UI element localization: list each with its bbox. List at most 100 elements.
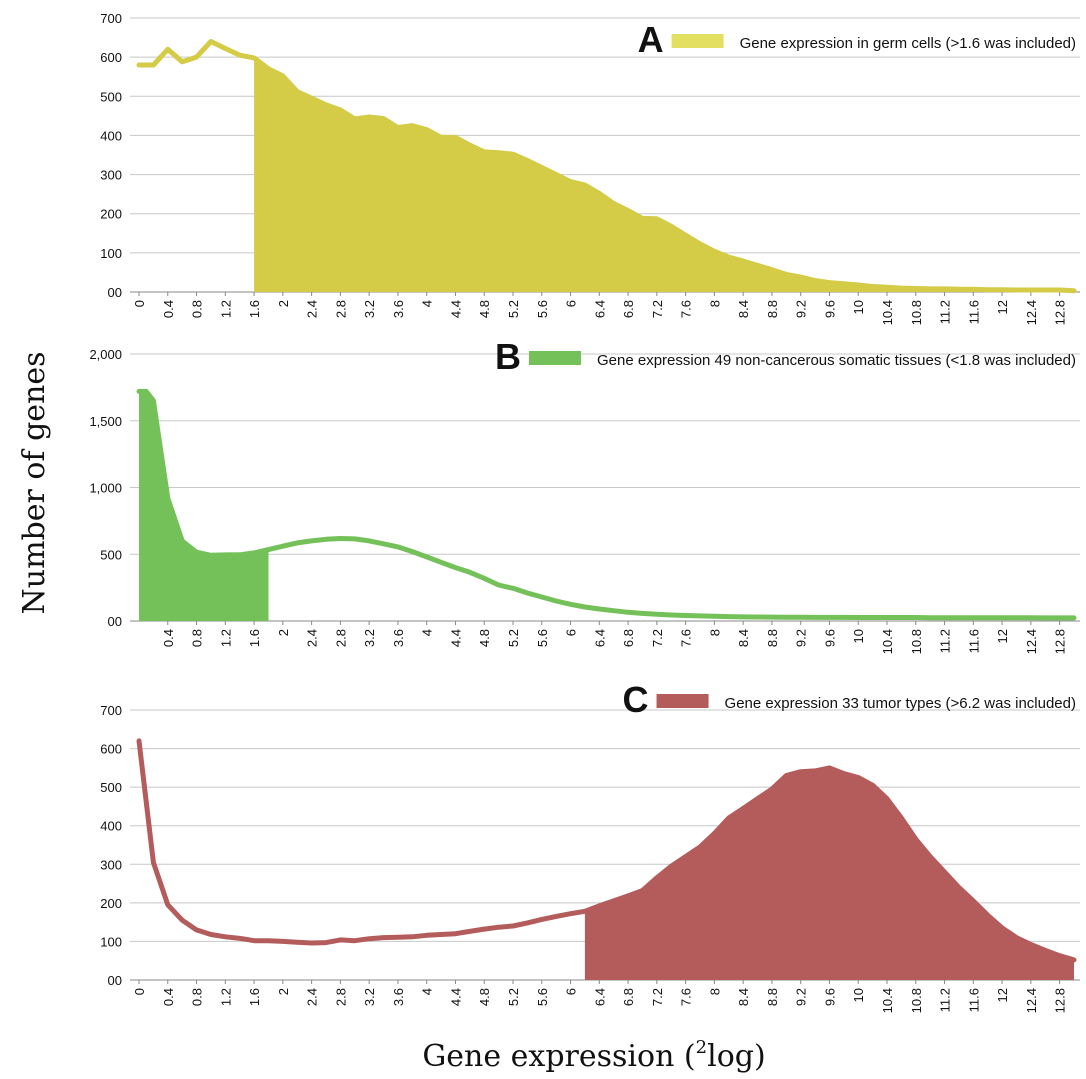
data-point bbox=[842, 616, 845, 619]
data-point bbox=[267, 548, 270, 551]
data-point bbox=[411, 124, 414, 127]
x-tick-label: 4.8 bbox=[477, 988, 492, 1006]
data-point bbox=[454, 566, 457, 569]
x-tick-label: 1.2 bbox=[218, 300, 233, 318]
data-point bbox=[885, 616, 889, 619]
data-point bbox=[626, 894, 630, 898]
data-point bbox=[209, 40, 213, 43]
x-tick-label: 9.2 bbox=[794, 300, 809, 318]
included-area bbox=[584, 767, 1074, 980]
data-point bbox=[770, 615, 774, 619]
x-tick-label: 8.8 bbox=[765, 300, 780, 318]
x-tick-label: 3.2 bbox=[362, 300, 377, 318]
x-tick-label: 0.4 bbox=[161, 629, 176, 647]
data-point bbox=[713, 250, 716, 253]
data-point bbox=[957, 288, 961, 291]
data-point bbox=[972, 616, 975, 619]
data-point bbox=[454, 932, 457, 935]
series-line bbox=[136, 39, 1077, 294]
x-tick-label: 4.4 bbox=[448, 988, 463, 1006]
x-tick-label: 7.2 bbox=[650, 300, 665, 318]
y-tick-label: 00 bbox=[108, 285, 122, 300]
data-point bbox=[583, 910, 587, 913]
data-point bbox=[842, 772, 845, 775]
data-point bbox=[770, 787, 774, 791]
data-point bbox=[972, 899, 975, 903]
data-point bbox=[209, 933, 213, 936]
y-tick-label: 500 bbox=[100, 780, 122, 795]
data-point bbox=[181, 539, 184, 543]
data-point bbox=[238, 54, 241, 57]
x-tick-label: 7.2 bbox=[650, 629, 665, 647]
data-point bbox=[526, 591, 529, 595]
x-tick-label: 12.4 bbox=[1024, 988, 1039, 1013]
data-point bbox=[770, 268, 774, 271]
x-tick-label: 0.4 bbox=[161, 300, 176, 318]
y-tick-label: 400 bbox=[100, 128, 122, 143]
data-point bbox=[612, 202, 615, 205]
data-point bbox=[713, 615, 716, 618]
x-tick-label: 6.8 bbox=[621, 629, 636, 647]
data-point bbox=[684, 855, 687, 858]
panel-B: 00 500 1,000 1,500 2,000 0.4 0.8 1.2 1.6 2 2.4 2.8 3… bbox=[89, 336, 1080, 654]
data-point bbox=[641, 217, 644, 220]
data-point bbox=[756, 615, 759, 619]
x-tick-label: 5.2 bbox=[506, 629, 521, 647]
data-point bbox=[1000, 926, 1004, 930]
x-tick-label: 7.2 bbox=[650, 988, 665, 1006]
data-point bbox=[713, 832, 716, 835]
x-tick-label: 12 bbox=[995, 629, 1010, 643]
data-point bbox=[281, 74, 284, 78]
y-tick-label: 700 bbox=[100, 703, 122, 718]
x-tick-label: 8.4 bbox=[736, 988, 751, 1006]
data-point bbox=[252, 551, 256, 555]
data-point bbox=[914, 616, 917, 619]
data-point bbox=[238, 937, 241, 940]
data-point bbox=[1044, 949, 1047, 952]
x-tick-label: 8 bbox=[707, 300, 722, 307]
data-point bbox=[670, 865, 673, 868]
data-point bbox=[828, 766, 831, 770]
data-point bbox=[1044, 616, 1047, 620]
legend-swatch bbox=[671, 34, 724, 48]
data-point bbox=[382, 542, 385, 545]
data-point bbox=[1029, 943, 1033, 946]
x-tick-label: 0 bbox=[132, 300, 147, 307]
data-point bbox=[411, 550, 414, 553]
data-point bbox=[957, 886, 961, 889]
data-point bbox=[425, 128, 428, 131]
x-tick-label: 6 bbox=[564, 300, 579, 307]
data-point bbox=[324, 103, 328, 107]
data-point bbox=[871, 285, 874, 288]
data-point bbox=[224, 935, 227, 938]
data-point bbox=[339, 108, 342, 112]
data-point bbox=[626, 611, 630, 614]
data-point bbox=[368, 539, 371, 543]
x-tick-label: 12 bbox=[995, 988, 1010, 1002]
x-tick-label: 11.2 bbox=[938, 300, 953, 324]
data-point bbox=[885, 286, 889, 289]
data-point bbox=[497, 926, 500, 929]
y-tick-label: 1,500 bbox=[89, 414, 122, 429]
data-point bbox=[339, 537, 342, 540]
data-point bbox=[195, 551, 198, 554]
y-tick-label: 00 bbox=[108, 614, 122, 629]
data-point bbox=[439, 136, 443, 139]
data-point bbox=[756, 264, 759, 267]
y-tick-label: 300 bbox=[100, 168, 122, 183]
data-point bbox=[799, 275, 802, 279]
data-point bbox=[828, 281, 831, 284]
data-point bbox=[382, 936, 385, 939]
data-point bbox=[670, 225, 673, 228]
data-point bbox=[1029, 288, 1033, 292]
data-point bbox=[324, 941, 328, 944]
y-tick-label: 200 bbox=[100, 207, 122, 222]
x-tick-label: 0 bbox=[132, 988, 147, 995]
y-tick-label: 200 bbox=[100, 896, 122, 911]
x-tick-label: 10.4 bbox=[880, 988, 895, 1013]
panel-A: 00 100 200 300 400 500 600 700 0 0.4 0.8 1.2 1.6 2 2.4… bbox=[100, 11, 1080, 325]
data-point bbox=[382, 117, 385, 120]
legend-swatch bbox=[528, 351, 581, 365]
data-point bbox=[1072, 289, 1076, 292]
